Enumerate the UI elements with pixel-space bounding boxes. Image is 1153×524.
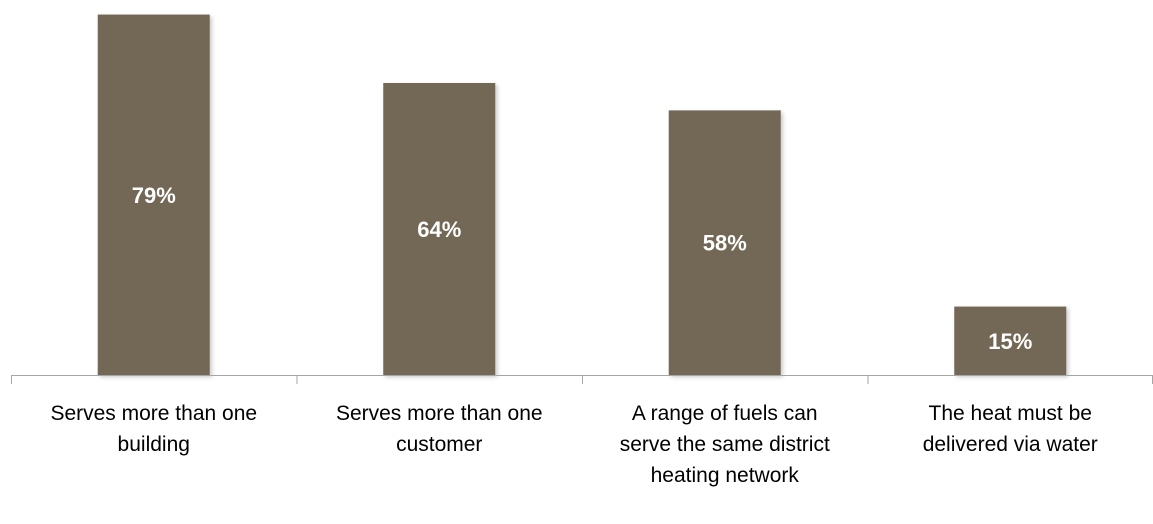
bar-1 [97,14,210,375]
bar-4 [954,306,1067,375]
category-label-line: serve the same district [619,433,830,456]
x-axis [11,375,1153,384]
data-label-2: 64% [417,217,461,242]
category-label-line: A range of fuels can [631,402,818,425]
data-labels-layer: 79% 64% 58% 15% [132,183,1033,354]
data-label-1: 79% [132,183,176,208]
bar-3 [668,110,781,375]
category-label-4: The heat must be delivered via water [867,398,1153,460]
category-label-1: Serves more than one building [11,398,297,460]
category-label-2: Serves more than one customer [296,398,582,460]
bar-2 [383,83,496,375]
category-label-line: delivered via water [922,433,1098,456]
category-label-line: heating network [650,464,799,487]
category-label-3: A range of fuels can serve the same distr… [582,398,868,491]
data-label-4: 15% [988,329,1032,354]
category-label-line: Serves more than one [50,402,258,425]
category-label-line: The heat must be [928,402,1092,425]
data-label-3: 58% [703,231,747,256]
bars-layer [97,14,1067,375]
category-label-line: Serves more than one [335,402,543,425]
category-label-line: building [117,433,190,456]
category-label-line: customer [396,433,483,456]
